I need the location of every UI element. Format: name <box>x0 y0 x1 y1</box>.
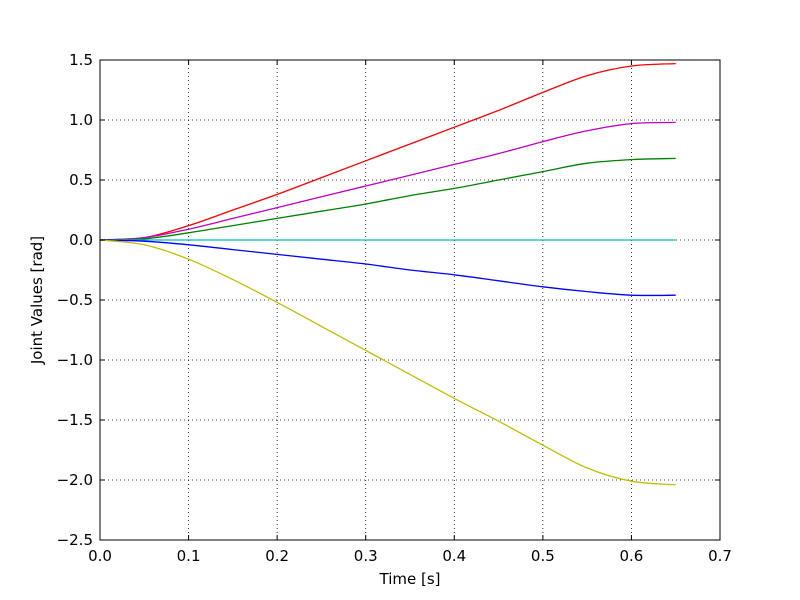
x-tick-label: 0.4 <box>442 547 466 565</box>
series-line-2 <box>99 121 676 241</box>
y-tick-label: −1.0 <box>57 351 93 369</box>
y-tick-label: 1.0 <box>69 111 93 129</box>
y-tick-label: −1.5 <box>57 411 93 429</box>
x-tick-label: 0.7 <box>708 547 732 565</box>
x-axis-label: Time [s] <box>379 570 441 588</box>
series-line-6 <box>99 239 676 486</box>
y-tick-label: −2.5 <box>57 531 93 549</box>
series-line-5 <box>99 239 676 297</box>
y-tick-label: −0.5 <box>57 291 93 309</box>
series-lines <box>99 62 676 486</box>
y-tick-label: 0.5 <box>69 171 93 189</box>
x-tick-label: 0.0 <box>88 547 112 565</box>
series-line-3 <box>99 157 676 241</box>
y-tick-label: −2.0 <box>57 471 93 489</box>
series-line-1 <box>99 62 676 241</box>
x-tick-label: 0.6 <box>619 547 643 565</box>
grid <box>99 59 721 541</box>
y-tick-label: 0.0 <box>69 231 93 249</box>
x-tick-label: 0.5 <box>531 547 555 565</box>
x-tick-label: 0.1 <box>177 547 201 565</box>
axis-ticks: 0.0 0.1 0.2 0.3 0.4 0.5 0.6 0.7 1.5 1.0 0.5 0.0 −0.5… <box>57 51 732 565</box>
x-tick-label: 0.2 <box>265 547 289 565</box>
y-axis-label: Joint Values [rad] <box>28 236 46 365</box>
y-tick-label: 1.5 <box>69 51 93 69</box>
x-tick-label: 0.3 <box>354 547 378 565</box>
